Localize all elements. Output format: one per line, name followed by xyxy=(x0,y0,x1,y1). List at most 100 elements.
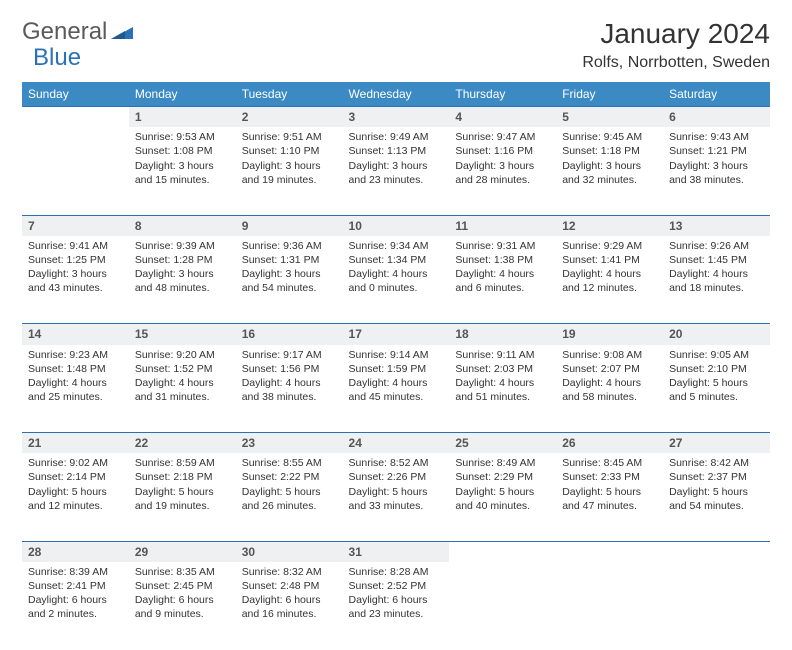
day-cell: Sunrise: 9:53 AMSunset: 1:08 PMDaylight:… xyxy=(129,127,236,215)
day-cell: Sunrise: 8:49 AMSunset: 2:29 PMDaylight:… xyxy=(449,453,556,541)
day-content: Sunrise: 9:14 AMSunset: 1:59 PMDaylight:… xyxy=(343,345,450,411)
day-cell: Sunrise: 9:17 AMSunset: 1:56 PMDaylight:… xyxy=(236,345,343,433)
day-number: 14 xyxy=(22,324,129,345)
day-content: Sunrise: 9:49 AMSunset: 1:13 PMDaylight:… xyxy=(343,127,450,193)
sunset-line: Sunset: 1:21 PM xyxy=(669,144,764,158)
day-number: 20 xyxy=(663,324,770,345)
day-content: Sunrise: 9:23 AMSunset: 1:48 PMDaylight:… xyxy=(22,345,129,411)
day-content: Sunrise: 9:02 AMSunset: 2:14 PMDaylight:… xyxy=(22,453,129,519)
daylight-line: Daylight: 4 hours and 51 minutes. xyxy=(455,376,550,404)
sunrise-line: Sunrise: 9:31 AM xyxy=(455,239,550,253)
sunset-line: Sunset: 1:45 PM xyxy=(669,253,764,267)
day-content: Sunrise: 8:59 AMSunset: 2:18 PMDaylight:… xyxy=(129,453,236,519)
day-cell xyxy=(556,562,663,650)
sunset-line: Sunset: 1:52 PM xyxy=(135,362,230,376)
sunset-line: Sunset: 2:41 PM xyxy=(28,579,123,593)
sunrise-line: Sunrise: 8:39 AM xyxy=(28,565,123,579)
sunset-line: Sunset: 1:48 PM xyxy=(28,362,123,376)
daylight-line: Daylight: 4 hours and 45 minutes. xyxy=(349,376,444,404)
day-content: Sunrise: 8:55 AMSunset: 2:22 PMDaylight:… xyxy=(236,453,343,519)
daylight-line: Daylight: 3 hours and 28 minutes. xyxy=(455,159,550,187)
day-cell: Sunrise: 9:49 AMSunset: 1:13 PMDaylight:… xyxy=(343,127,450,215)
day-cell: Sunrise: 9:39 AMSunset: 1:28 PMDaylight:… xyxy=(129,236,236,324)
location: Rolfs, Norrbotten, Sweden xyxy=(582,54,770,72)
daylight-line: Daylight: 5 hours and 5 minutes. xyxy=(669,376,764,404)
daylight-line: Daylight: 3 hours and 38 minutes. xyxy=(669,159,764,187)
day-number: 22 xyxy=(129,433,236,454)
day-cell: Sunrise: 9:08 AMSunset: 2:07 PMDaylight:… xyxy=(556,345,663,433)
day-number: 31 xyxy=(343,541,450,562)
day-header: Sunday xyxy=(22,82,129,107)
sunrise-line: Sunrise: 8:45 AM xyxy=(562,456,657,470)
day-number: 21 xyxy=(22,433,129,454)
sunset-line: Sunset: 1:13 PM xyxy=(349,144,444,158)
daylight-line: Daylight: 5 hours and 54 minutes. xyxy=(669,485,764,513)
sunrise-line: Sunrise: 9:53 AM xyxy=(135,130,230,144)
sunset-line: Sunset: 2:33 PM xyxy=(562,470,657,484)
daynum-row: 123456 xyxy=(22,107,770,128)
day-content: Sunrise: 8:35 AMSunset: 2:45 PMDaylight:… xyxy=(129,562,236,628)
day-content: Sunrise: 9:51 AMSunset: 1:10 PMDaylight:… xyxy=(236,127,343,193)
day-cell: Sunrise: 9:29 AMSunset: 1:41 PMDaylight:… xyxy=(556,236,663,324)
day-cell: Sunrise: 9:34 AMSunset: 1:34 PMDaylight:… xyxy=(343,236,450,324)
sunrise-line: Sunrise: 8:42 AM xyxy=(669,456,764,470)
sunrise-line: Sunrise: 9:05 AM xyxy=(669,348,764,362)
day-cell: Sunrise: 8:55 AMSunset: 2:22 PMDaylight:… xyxy=(236,453,343,541)
day-cell: Sunrise: 9:23 AMSunset: 1:48 PMDaylight:… xyxy=(22,345,129,433)
day-cell: Sunrise: 9:45 AMSunset: 1:18 PMDaylight:… xyxy=(556,127,663,215)
sunrise-line: Sunrise: 9:02 AM xyxy=(28,456,123,470)
day-content: Sunrise: 8:49 AMSunset: 2:29 PMDaylight:… xyxy=(449,453,556,519)
day-cell: Sunrise: 9:26 AMSunset: 1:45 PMDaylight:… xyxy=(663,236,770,324)
day-cell: Sunrise: 9:43 AMSunset: 1:21 PMDaylight:… xyxy=(663,127,770,215)
sunrise-line: Sunrise: 9:36 AM xyxy=(242,239,337,253)
day-cell: Sunrise: 8:35 AMSunset: 2:45 PMDaylight:… xyxy=(129,562,236,650)
day-content: Sunrise: 9:41 AMSunset: 1:25 PMDaylight:… xyxy=(22,236,129,302)
sunrise-line: Sunrise: 8:35 AM xyxy=(135,565,230,579)
sunset-line: Sunset: 2:22 PM xyxy=(242,470,337,484)
day-content: Sunrise: 9:05 AMSunset: 2:10 PMDaylight:… xyxy=(663,345,770,411)
daylight-line: Daylight: 3 hours and 32 minutes. xyxy=(562,159,657,187)
day-content: Sunrise: 8:42 AMSunset: 2:37 PMDaylight:… xyxy=(663,453,770,519)
sunset-line: Sunset: 2:18 PM xyxy=(135,470,230,484)
logo-text-blue: Blue xyxy=(33,44,81,72)
sunrise-line: Sunrise: 9:41 AM xyxy=(28,239,123,253)
day-content: Sunrise: 8:45 AMSunset: 2:33 PMDaylight:… xyxy=(556,453,663,519)
sunset-line: Sunset: 2:52 PM xyxy=(349,579,444,593)
sunset-line: Sunset: 1:16 PM xyxy=(455,144,550,158)
sunrise-line: Sunrise: 9:43 AM xyxy=(669,130,764,144)
day-number: 24 xyxy=(343,433,450,454)
sunset-line: Sunset: 2:37 PM xyxy=(669,470,764,484)
sunrise-line: Sunrise: 9:17 AM xyxy=(242,348,337,362)
daynum-row: 14151617181920 xyxy=(22,324,770,345)
sunrise-line: Sunrise: 8:59 AM xyxy=(135,456,230,470)
daynum-row: 78910111213 xyxy=(22,215,770,236)
day-cell: Sunrise: 9:31 AMSunset: 1:38 PMDaylight:… xyxy=(449,236,556,324)
sunrise-line: Sunrise: 9:20 AM xyxy=(135,348,230,362)
day-number: 23 xyxy=(236,433,343,454)
day-number: 1 xyxy=(129,107,236,128)
sunrise-line: Sunrise: 8:55 AM xyxy=(242,456,337,470)
day-number xyxy=(449,541,556,562)
day-header: Monday xyxy=(129,82,236,107)
daylight-line: Daylight: 5 hours and 40 minutes. xyxy=(455,485,550,513)
content-row: Sunrise: 9:41 AMSunset: 1:25 PM Daylight:… xyxy=(22,236,770,324)
day-content: Sunrise: 9:20 AMSunset: 1:52 PMDaylight:… xyxy=(129,345,236,411)
daylight-line: Daylight: 4 hours and 0 minutes. xyxy=(349,267,444,295)
day-cell: Sunrise: 9:47 AMSunset: 1:16 PMDaylight:… xyxy=(449,127,556,215)
day-cell: Sunrise: 8:59 AMSunset: 2:18 PMDaylight:… xyxy=(129,453,236,541)
sunrise-line: Sunrise: 9:23 AM xyxy=(28,348,123,362)
daylight-line: Daylight: 4 hours and 25 minutes. xyxy=(28,376,123,404)
sunset-line: Sunset: 1:25 PM xyxy=(28,253,123,267)
content-row: Sunrise: 9:02 AMSunset: 2:14 PMDaylight:… xyxy=(22,453,770,541)
day-cell: Sunrise: 8:45 AMSunset: 2:33 PMDaylight:… xyxy=(556,453,663,541)
day-number: 6 xyxy=(663,107,770,128)
day-content: Sunrise: 9:29 AMSunset: 1:41 PMDaylight:… xyxy=(556,236,663,302)
sunrise-line: Sunrise: 9:26 AM xyxy=(669,239,764,253)
sunrise-line: Sunrise: 9:14 AM xyxy=(349,348,444,362)
daylight-line: Daylight: 6 hours and 9 minutes. xyxy=(135,593,230,621)
day-number: 17 xyxy=(343,324,450,345)
day-cell: Sunrise: 8:28 AMSunset: 2:52 PMDaylight:… xyxy=(343,562,450,650)
sunrise-line: Sunrise: 9:49 AM xyxy=(349,130,444,144)
month-title: January 2024 xyxy=(582,18,770,50)
day-cell: Sunrise: 9:05 AMSunset: 2:10 PMDaylight:… xyxy=(663,345,770,433)
